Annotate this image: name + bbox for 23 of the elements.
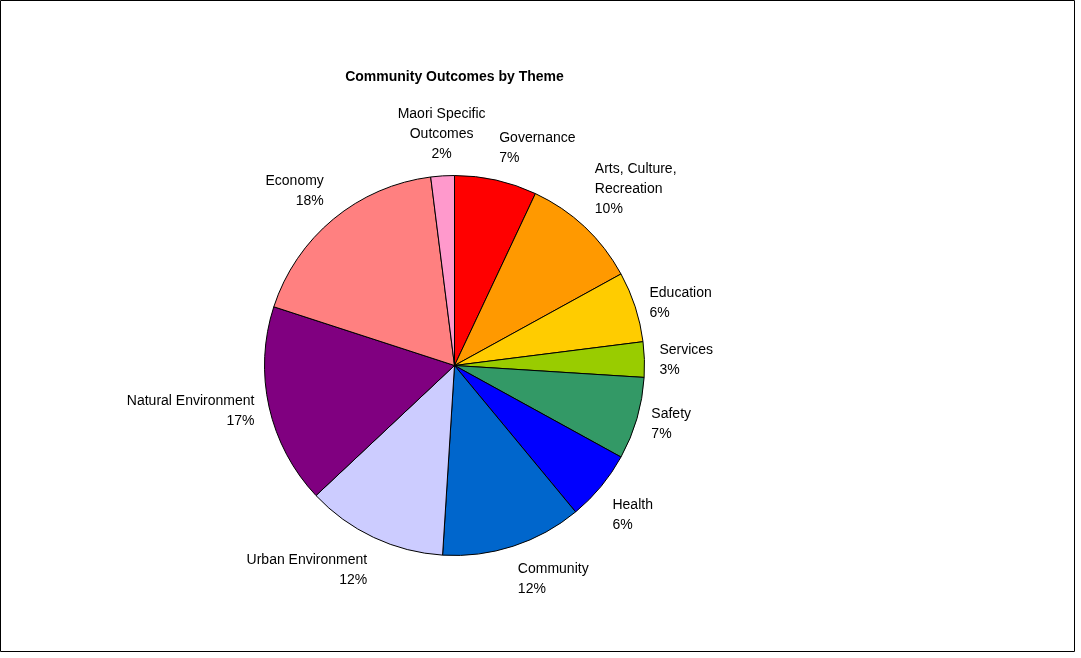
slice-label: Natural Environment (126, 392, 255, 409)
slice-label: Safety (651, 404, 692, 421)
data-label: 3% (659, 361, 680, 378)
chart-title: Community Outcomes by Theme (345, 67, 565, 84)
slice-label: Education (649, 284, 712, 301)
slice-label: Urban Environment (246, 550, 368, 567)
slice-label: Community (517, 560, 589, 577)
data-label: 6% (649, 304, 670, 321)
data-label: 12% (339, 570, 368, 587)
slice-label: Health (612, 496, 653, 513)
data-label: 6% (612, 516, 633, 533)
data-label: 18% (295, 191, 324, 208)
slice-label: Services (659, 341, 714, 358)
data-label: 7% (499, 149, 520, 166)
slice-label: Arts, Culture, Recreation (594, 160, 677, 197)
slice-label: Governance (499, 129, 576, 146)
data-label: 10% (594, 200, 623, 217)
data-label: 12% (517, 580, 546, 597)
slice-label: Maori Specific Outcomes (397, 104, 486, 141)
data-label: 2% (431, 144, 452, 161)
data-label: 17% (226, 412, 255, 429)
data-label: 7% (651, 424, 672, 441)
slice-label: Economy (265, 171, 324, 188)
